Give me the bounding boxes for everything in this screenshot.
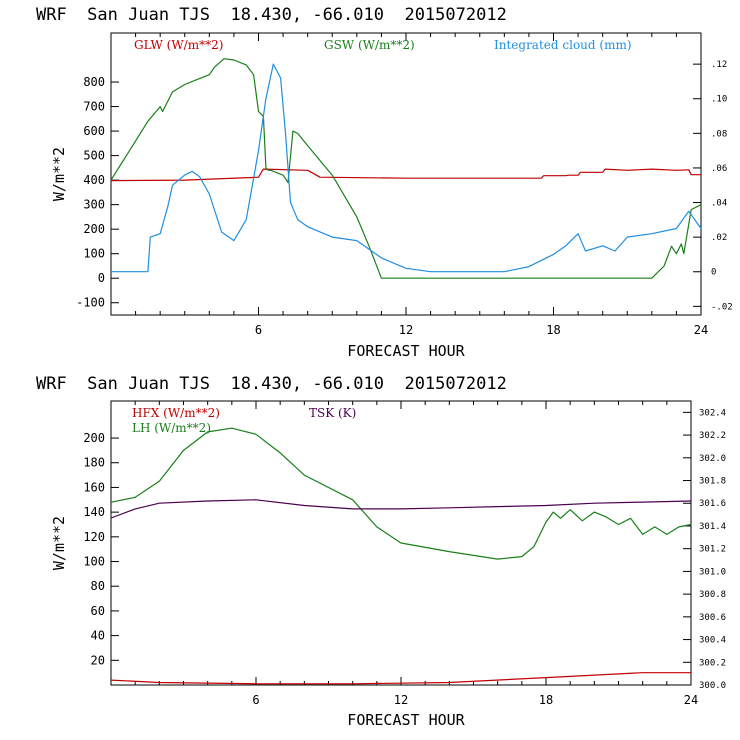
chart-title: WRF San Juan TJS 18.430, -66.010 2015072… bbox=[36, 5, 507, 25]
y-tick-label: 0 bbox=[98, 271, 105, 285]
y2-tick-label: 301.6 bbox=[699, 499, 726, 509]
y2-tick-label: 302.2 bbox=[699, 431, 726, 441]
y2-tick-label: 0 bbox=[711, 268, 716, 278]
y-tick-label: 800 bbox=[83, 75, 105, 89]
y2-tick-label: 301.0 bbox=[699, 567, 726, 577]
y2-tick-label: .04 bbox=[711, 199, 727, 209]
y2-tick-label: 300.4 bbox=[699, 636, 726, 646]
y2-tick-label: .08 bbox=[711, 129, 727, 139]
y-tick-label: 180 bbox=[83, 456, 105, 470]
legend-hfx: HFX (W/m**2) bbox=[132, 406, 220, 420]
y2-tick-label: .06 bbox=[711, 164, 727, 174]
plot-frame bbox=[110, 32, 702, 316]
y2-tick-label: .10 bbox=[711, 95, 727, 105]
x-tick-label: 24 bbox=[684, 693, 698, 707]
x-tick-label: 12 bbox=[399, 323, 413, 337]
y-tick-label: 120 bbox=[83, 530, 105, 544]
series-line-hfx bbox=[110, 672, 691, 685]
y2-tick-label: .12 bbox=[711, 60, 727, 70]
y2-tick-label: 301.8 bbox=[699, 477, 726, 487]
y-tick-label: 200 bbox=[83, 431, 105, 445]
x-axis-label: FORECAST HOUR bbox=[347, 342, 465, 360]
series-line-glw bbox=[110, 168, 701, 182]
x-tick-label: 18 bbox=[539, 693, 553, 707]
y-tick-label: 400 bbox=[83, 173, 105, 187]
y-tick-label: 300 bbox=[83, 198, 105, 212]
x-tick-label: 24 bbox=[694, 323, 708, 337]
y2-tick-label: 302.0 bbox=[699, 454, 726, 464]
y-tick-label: 700 bbox=[83, 100, 105, 114]
y2-tick-label: .02 bbox=[711, 233, 727, 243]
x-tick-label: 6 bbox=[255, 323, 262, 337]
y-tick-label: 200 bbox=[83, 222, 105, 236]
y2-tick-label: 300.8 bbox=[699, 590, 726, 600]
y-tick-label: 20 bbox=[91, 653, 105, 667]
y-tick-label: 500 bbox=[83, 149, 105, 163]
y2-tick-label: 300.2 bbox=[699, 658, 726, 668]
y-tick-label: -100 bbox=[76, 296, 105, 310]
x-tick-label: 12 bbox=[394, 693, 408, 707]
chart-title: WRF San Juan TJS 18.430, -66.010 2015072… bbox=[36, 374, 507, 394]
x-tick-label: 6 bbox=[252, 693, 259, 707]
y-tick-label: 60 bbox=[91, 604, 105, 618]
y-tick-label: 600 bbox=[83, 124, 105, 138]
y-axis-label: W/m**2 bbox=[50, 147, 68, 201]
y-tick-label: 160 bbox=[83, 480, 105, 494]
y2-tick-label: 302.4 bbox=[699, 408, 726, 418]
legend-gsw: GSW (W/m**2) bbox=[324, 38, 415, 52]
y-tick-label: 40 bbox=[91, 629, 105, 643]
y2-tick-label: -.02 bbox=[711, 302, 733, 312]
legend-tsk: TSK (K) bbox=[309, 406, 356, 420]
series-line-integrated bbox=[111, 63, 702, 273]
x-tick-label: 18 bbox=[546, 323, 560, 337]
y-tick-label: 100 bbox=[83, 555, 105, 569]
y-tick-label: 140 bbox=[83, 505, 105, 519]
y-tick-label: 100 bbox=[83, 247, 105, 261]
x-axis-label: FORECAST HOUR bbox=[347, 711, 465, 729]
y-axis-label: W/m**2 bbox=[50, 516, 68, 570]
panel-radiation: WRF San Juan TJS 18.430, -66.010 2015072… bbox=[36, 5, 733, 360]
series-line-lh bbox=[110, 427, 692, 560]
legend-integrated-cloud: Integrated cloud (mm) bbox=[494, 38, 632, 52]
legend-lh: LH (W/m**2) bbox=[132, 421, 211, 435]
series-line-gsw bbox=[110, 58, 702, 279]
panel-fluxes: WRF San Juan TJS 18.430, -66.010 2015072… bbox=[36, 374, 726, 729]
y2-tick-label: 300.0 bbox=[699, 681, 726, 691]
y2-tick-label: 300.6 bbox=[699, 613, 726, 623]
y2-tick-label: 301.2 bbox=[699, 545, 726, 555]
series-line-tsk bbox=[110, 499, 692, 519]
y2-tick-label: 301.4 bbox=[699, 522, 726, 532]
y-tick-label: 80 bbox=[91, 579, 105, 593]
legend-glw: GLW (W/m**2) bbox=[134, 38, 223, 52]
